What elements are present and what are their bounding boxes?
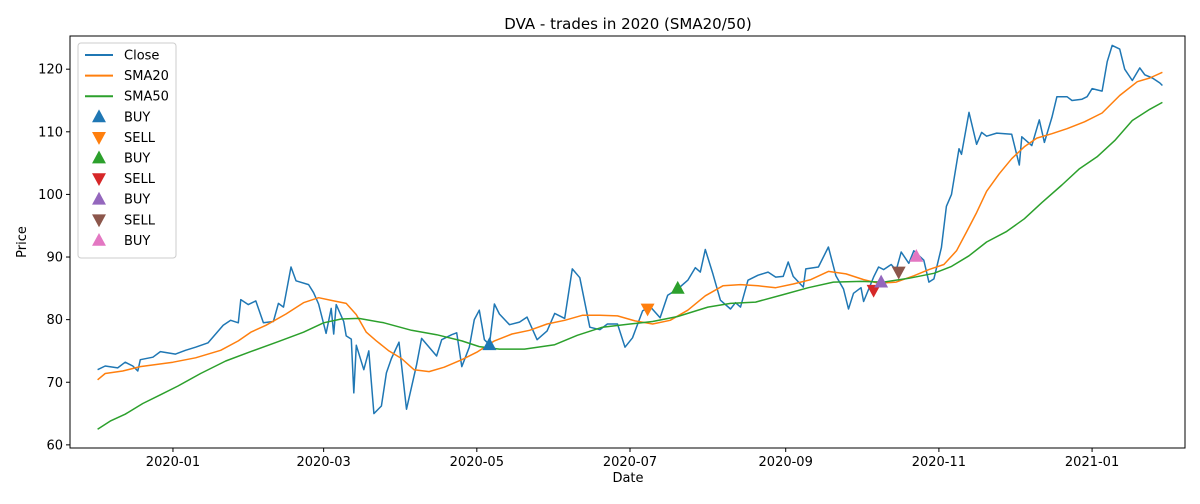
sell-marker <box>891 266 906 280</box>
legend-marker <box>92 214 106 228</box>
legend-label: BUY <box>124 152 150 167</box>
legend-marker <box>92 150 106 164</box>
sell-marker <box>866 284 881 298</box>
x-tick-label: 2021-01 <box>1065 455 1119 470</box>
buy-marker <box>482 337 497 351</box>
legend-label: SMA50 <box>124 90 169 105</box>
y-tick-label: 70 <box>46 376 63 391</box>
buy-marker <box>909 248 924 262</box>
x-tick-label: 2020-03 <box>296 455 350 470</box>
legend-label: BUY <box>124 110 150 125</box>
x-axis-label: Date <box>612 471 643 486</box>
plot-area <box>69 35 1186 449</box>
legend-marker <box>92 132 106 145</box>
buy-marker <box>670 280 685 294</box>
x-tick-label: 2020-09 <box>759 455 813 470</box>
x-tick-label: 2020-07 <box>603 455 657 470</box>
legend-label: Close <box>124 49 159 64</box>
y-tick-label: 60 <box>46 438 63 453</box>
legend-label: SELL <box>124 213 156 228</box>
sell-marker <box>640 303 655 317</box>
y-tick-label: 120 <box>38 63 63 78</box>
legend-marker <box>92 173 106 187</box>
trade-markers <box>482 248 924 351</box>
x-tick-label: 2020-05 <box>450 455 504 470</box>
legend-label: BUY <box>124 234 150 249</box>
legend-label: SMA20 <box>124 69 169 84</box>
y-axis: 60 70 80 90 100 110 120 <box>38 63 70 453</box>
y-tick-label: 90 <box>46 251 63 266</box>
y-tick-label: 110 <box>38 125 63 140</box>
x-tick-label: 2020-01 <box>146 455 200 470</box>
legend-label: BUY <box>124 193 150 208</box>
chart-title: DVA - trades in 2020 (SMA20/50) <box>504 15 751 33</box>
y-tick-label: 80 <box>46 313 63 328</box>
legend-label: SELL <box>124 131 156 146</box>
legend-marker <box>92 109 106 123</box>
buy-marker <box>874 274 889 288</box>
legend: Close SMA20 SMA50 BUY SELL BUY SELL BUY SELL BUY <box>77 42 177 259</box>
x-axis: 2020-01 2020-03 2020-05 2020-07 2020-09 2020-… <box>146 448 1119 470</box>
legend-marker <box>92 191 106 205</box>
y-tick-label: 100 <box>38 188 63 203</box>
y-axis-label: Price <box>15 226 30 258</box>
series-line-sma50 <box>97 101 1163 430</box>
legend-label: SELL <box>124 172 156 187</box>
x-tick-label: 2020-11 <box>912 455 966 470</box>
legend-marker <box>92 232 106 246</box>
